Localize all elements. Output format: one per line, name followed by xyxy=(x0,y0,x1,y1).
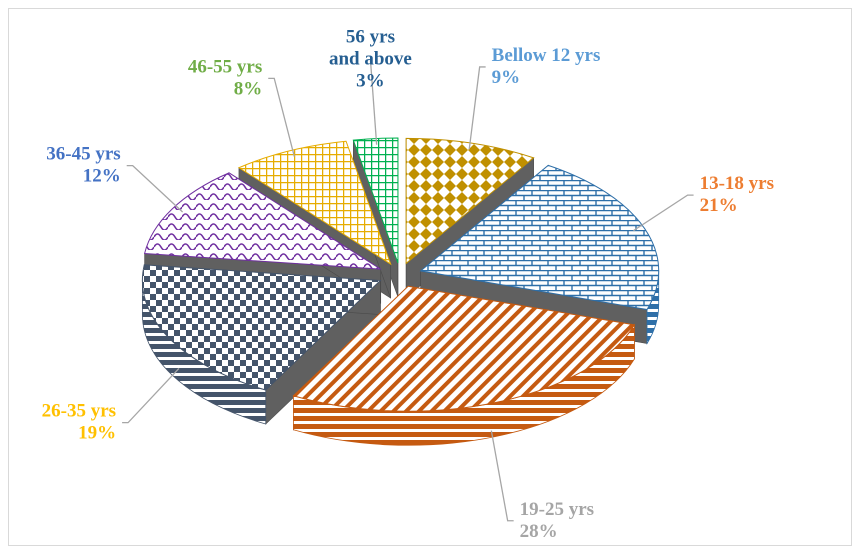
pie-slice xyxy=(141,264,382,391)
data-label-category: 46-55 yrs xyxy=(188,56,262,77)
pie-slice xyxy=(143,172,381,270)
data-label-percent: 3% xyxy=(356,71,385,92)
leader-line xyxy=(126,164,184,213)
pie-slice xyxy=(419,164,660,311)
leader-line xyxy=(268,77,295,157)
leader-line xyxy=(369,59,378,145)
leader-line xyxy=(633,194,694,232)
data-label-category: 56 yrs xyxy=(346,27,395,48)
data-label-percent: 12% xyxy=(83,166,121,187)
data-label-percent: 9% xyxy=(492,67,520,88)
slice-tops xyxy=(141,137,660,412)
leader-line xyxy=(122,367,180,424)
data-label-percent: 8% xyxy=(234,78,263,99)
data-label-category: 19-25 yrs xyxy=(520,499,594,520)
data-label-category: 36-45 yrs xyxy=(46,144,120,165)
data-label-category: 26-35 yrs xyxy=(42,401,116,422)
data-label-category: and above xyxy=(329,49,412,70)
pie-slice xyxy=(405,137,535,265)
leader-lines xyxy=(122,59,694,522)
pie-slice xyxy=(292,285,636,412)
data-label-percent: 21% xyxy=(700,195,738,216)
chart-frame xyxy=(8,8,852,546)
data-label-percent: 19% xyxy=(78,423,116,444)
data-label-category: 13-18 yrs xyxy=(700,173,774,194)
pie-slice xyxy=(352,137,399,264)
leader-line xyxy=(468,66,486,150)
data-label-category: Bellow 12 yrs xyxy=(492,45,601,66)
pie-slice xyxy=(237,140,392,266)
leader-line xyxy=(490,430,514,522)
data-label-percent: 28% xyxy=(520,521,558,542)
